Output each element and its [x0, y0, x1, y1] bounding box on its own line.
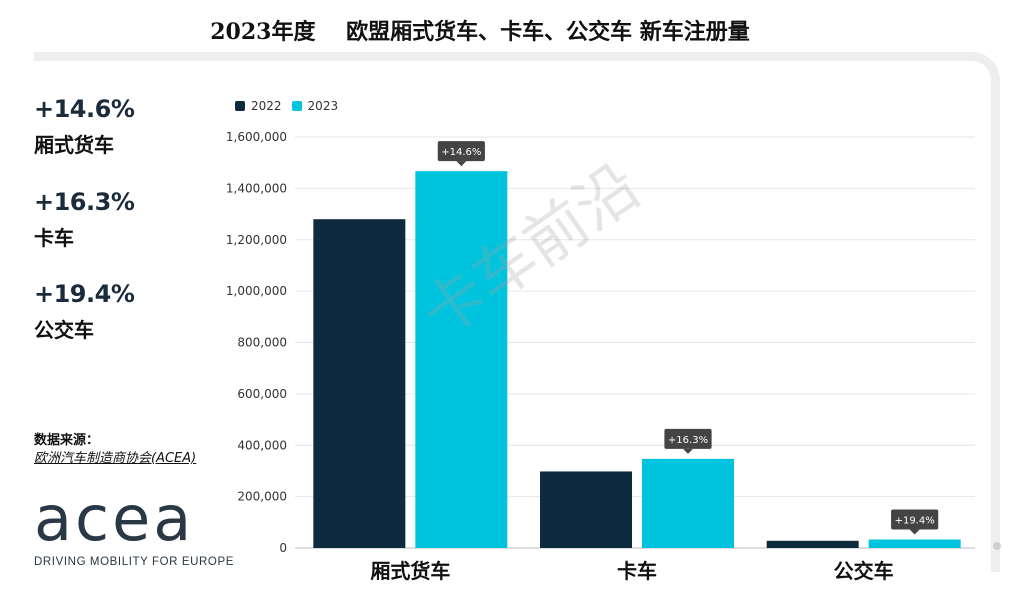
y-tick-label: 400,000 — [237, 438, 287, 452]
y-tick-label: 1,400,000 — [226, 181, 287, 195]
legend-swatch-2022 — [235, 101, 245, 111]
y-tick-label: 0 — [279, 541, 287, 555]
callout-box — [437, 141, 485, 162]
bar-2022 — [540, 471, 632, 548]
stat-value-vans: +14.6% — [34, 95, 135, 123]
frame-end-dot — [993, 542, 1001, 550]
callout-box — [891, 509, 939, 530]
bar-2023 — [642, 458, 734, 548]
y-tick-label: 1,000,000 — [226, 284, 287, 298]
bar-2023 — [415, 171, 508, 548]
y-tick-label: 600,000 — [237, 387, 287, 401]
callout-pointer — [683, 448, 693, 454]
stat-buses: +19.4% 公交车 — [34, 280, 135, 343]
legend-label-2023: 2023 — [307, 99, 339, 113]
stat-value-buses: +19.4% — [34, 280, 135, 308]
page-title: 2023年度 欧盟厢式货车、卡车、公交车 新车注册量 — [210, 19, 750, 45]
callout-box — [664, 428, 712, 449]
x-category-label: 厢式货车 — [370, 559, 450, 583]
x-category-label: 公交车 — [834, 559, 894, 583]
source-link[interactable]: 欧洲汽车制造商协会(ACEA) — [34, 451, 197, 466]
y-tick-label: 800,000 — [237, 336, 287, 350]
stat-value-trucks: +16.3% — [34, 188, 135, 216]
bar-2022 — [766, 540, 859, 548]
bar-2022 — [313, 219, 406, 548]
legend-item-2023: 2023 — [291, 99, 339, 113]
source-title: 数据来源： — [34, 433, 100, 448]
bar-2023 — [868, 539, 961, 548]
callout-pointer — [909, 529, 920, 535]
y-tick-label: 1,600,000 — [226, 130, 287, 144]
callout-label: +19.4% — [895, 516, 935, 527]
callout-pointer — [456, 161, 467, 167]
acea-logo: acea DRIVING MOBILITY FOR EUROPE — [34, 482, 235, 569]
stat-trucks: +16.3% 卡车 — [34, 188, 135, 251]
data-source: 数据来源： 欧洲汽车制造商协会(ACEA) — [34, 432, 196, 468]
stat-label-trucks: 卡车 — [34, 226, 74, 250]
logo-wordmark: acea — [34, 482, 195, 555]
chart-frame — [34, 52, 1000, 572]
logo-tagline: DRIVING MOBILITY FOR EUROPE — [34, 556, 235, 568]
y-tick-label: 200,000 — [237, 490, 287, 504]
legend-label-2022: 2022 — [251, 99, 282, 113]
callout-label: +14.6% — [441, 147, 481, 158]
callout-label: +16.3% — [668, 435, 708, 446]
legend-swatch-2023 — [291, 101, 302, 111]
stat-vans: +14.6% 厢式货车 — [34, 95, 135, 158]
legend-item-2022: 2022 — [235, 99, 282, 113]
x-category-label: 卡车 — [617, 559, 657, 583]
y-tick-label: 1,200,000 — [226, 233, 287, 247]
stat-label-buses: 公交车 — [34, 318, 94, 342]
chart-legend: 2022 2023 — [235, 99, 348, 113]
stat-label-vans: 厢式货车 — [34, 133, 114, 157]
